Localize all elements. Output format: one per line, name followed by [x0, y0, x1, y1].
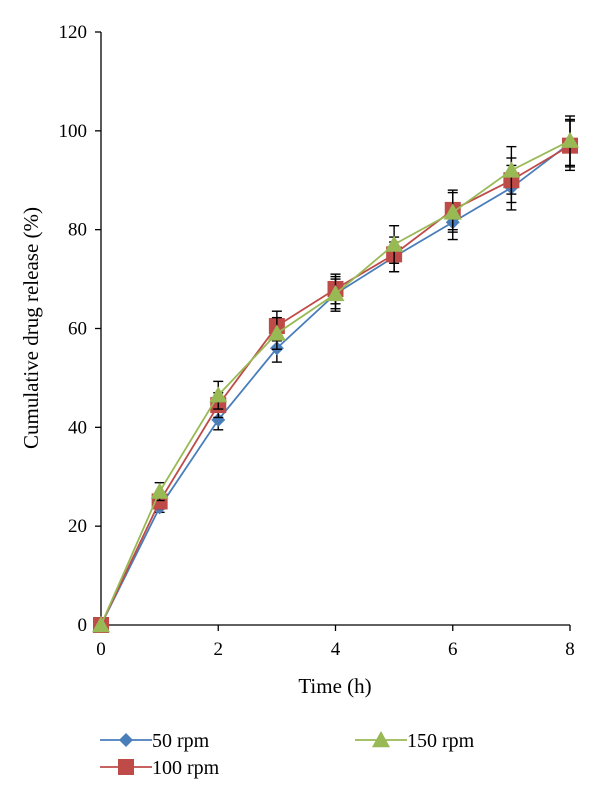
data-point — [92, 616, 110, 633]
series-layer — [92, 115, 579, 633]
x-tick-label: 2 — [214, 639, 224, 660]
legend-label: 100 rpm — [152, 757, 220, 779]
data-point — [150, 482, 169, 499]
x-tick-label: 0 — [96, 639, 106, 660]
data-point — [211, 412, 226, 427]
y-tick-label: 80 — [68, 220, 87, 241]
x-axis-title: Time (h) — [298, 674, 371, 698]
series-100-rpm — [93, 120, 578, 633]
y-tick-label: 0 — [78, 615, 88, 636]
y-ticks: 0 20 40 60 80 100 120 — [59, 22, 101, 636]
legend-item: 100 rpm — [100, 757, 220, 779]
legend-label: 50 rpm — [152, 730, 210, 752]
legend-item: 150 rpm — [355, 730, 475, 752]
series-line — [100, 139, 571, 626]
legend: 50 rpm 100 rpm 150 rpm — [100, 730, 475, 779]
axes — [100, 32, 570, 626]
data-point — [209, 386, 228, 403]
legend-marker — [119, 733, 133, 747]
series-line — [100, 142, 571, 626]
series-50-rpm — [94, 118, 577, 632]
series-line — [100, 144, 571, 626]
legend-item: 50 rpm — [100, 730, 210, 752]
data-point — [326, 284, 345, 302]
series-150-rpm — [92, 115, 579, 633]
y-tick-label: 120 — [59, 22, 88, 43]
y-tick-label: 20 — [68, 516, 87, 537]
data-point — [385, 235, 404, 252]
y-axis-title: Cumulative drug release (%) — [19, 207, 43, 449]
legend-marker — [372, 731, 390, 748]
x-tick-label: 8 — [565, 639, 575, 660]
legend-label: 150 rpm — [407, 730, 475, 752]
x-ticks: 0 2 4 6 8 — [96, 625, 575, 660]
y-tick-label: 60 — [68, 319, 87, 340]
data-point — [267, 324, 286, 341]
data-point — [502, 161, 521, 178]
y-tick-label: 40 — [68, 417, 87, 438]
y-tick-label: 100 — [59, 121, 88, 142]
legend-marker — [118, 759, 134, 775]
x-tick-label: 6 — [448, 639, 458, 660]
data-point — [443, 203, 462, 220]
x-tick-label: 4 — [331, 639, 341, 660]
data-point — [561, 131, 579, 148]
